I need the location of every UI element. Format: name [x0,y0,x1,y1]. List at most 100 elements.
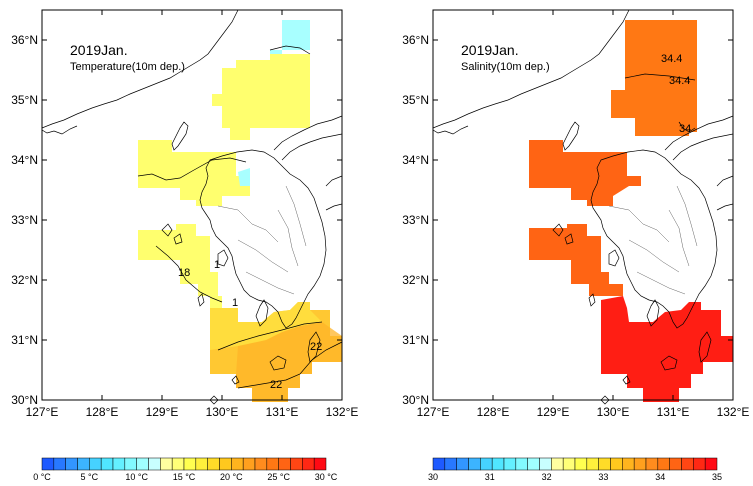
temp-map-frame [41,9,343,401]
sal-lat-label: 33°N [402,213,429,227]
sal-south-block [601,296,733,402]
temp-nw-block [138,140,250,206]
temp-colorbar-swatch [65,457,78,471]
sal-colorbar-swatch [480,457,493,471]
temp-colorbar-swatch [41,457,55,471]
temp-colorbar-swatch [254,457,268,471]
sal-prefecture-borders [608,185,698,295]
temp-colorbar-swatch [302,457,315,471]
sal-lat-label: 32°N [402,273,429,287]
temp-colorbar-label: 10 °C [125,472,148,482]
sal-colorbar-swatch [432,457,446,471]
salinity-contours [624,73,696,133]
temp-lat-label: 35°N [11,93,38,107]
temp-lat-label: 34°N [11,153,38,167]
sal-nw-block [529,140,641,206]
temperature-field [138,20,342,402]
temp-colorbar-swatch [266,457,279,471]
sal-lon-label: 128°E [477,405,510,419]
sal-colorbar-label: 33 [598,472,608,482]
sal-map-frame [432,9,734,401]
temp-colorbar-swatch [112,457,126,471]
sal-colorbar-label: 35 [712,472,722,482]
temp-colorbar-label: 30 °C [315,472,338,482]
temp-contour-label-1b: 1 [232,297,238,309]
sal-colorbar-swatch [645,457,659,471]
temp-contour-label-22b: 22 [270,379,282,391]
sal-colorbar-swatch [562,457,576,471]
sal-lon-label: 127°E [417,405,450,419]
sal-colorbar-swatch [574,457,588,471]
temp-lat-label: 36°N [11,33,38,47]
sal-lon-label: 131°E [657,405,690,419]
temp-cold-region [270,20,310,54]
temp-colorbar-swatch [100,457,114,471]
temp-colorbar-label: 15 °C [173,472,196,482]
temp-contour-label-18: 18 [178,267,190,279]
temp-colorbar-swatch [160,457,173,471]
sal-lon-label: 132°E [717,405,750,419]
sal-lon-label: 130°E [597,405,630,419]
temp-colorbar-swatch [89,457,102,471]
temp-lon-label: 127°E [26,405,59,419]
sal-lat-label: 36°N [402,33,429,47]
temp-colorbar-label: 5 °C [81,472,99,482]
temp-west-block [138,224,222,308]
salinity-panel: 34.4 34.4 34 2019Jan. Salinity(10m dep.) [432,9,734,405]
temp-lat-label: 30°N [11,393,38,407]
temp-colorbar-swatch [242,457,256,471]
temp-colorbar-swatch [219,457,232,471]
temp-lon-label: 130°E [206,405,239,419]
sal-lat-label: 34°N [402,153,429,167]
temp-colorbar-swatch [195,457,208,471]
temp-title-variable: Temperature(10m dep.) [70,61,185,73]
sal-title-date: 2019Jan. [461,42,519,58]
sal-colorbar-swatch [633,457,647,471]
temp-lat-label: 32°N [11,273,38,287]
temp-mid-band [210,302,322,350]
temp-colorbar-swatch [290,457,303,471]
axes-layer: 127°E 128°E 129°E 130°E 131°E 132°E36°N35°N34… [11,10,749,419]
temp-contour-label-22a: 22 [310,341,322,353]
sal-colorbar-label: 30 [428,472,438,482]
sal-colorbar-swatch [503,457,517,471]
sal-colorbar-swatch [586,457,599,471]
temp-colorbar-swatch [313,457,327,471]
temp-lon-label: 132°E [326,405,359,419]
sal-colorbar-swatch [657,457,670,471]
sal-lat-label: 31°N [402,333,429,347]
temp-south-warmer [236,322,342,402]
temp-lat-label: 33°N [11,213,38,227]
temp-contour-label-1a: 1 [214,259,220,271]
sal-colorbar-swatch [539,457,552,471]
sal-title-variable: Salinity(10m dep.) [461,61,550,73]
sal-colorbar-swatch [622,457,635,471]
temp-lon-label: 128°E [86,405,119,419]
temp-colorbar-swatch [136,457,149,471]
sal-colorbar-label: 31 [485,472,495,482]
temp-colorbar-swatch [171,457,185,471]
colorbars-layer: 0 °C 5 °C 10 °C 15 °C 20 °C 25 °C 30 °C 30 31 32 3… [33,457,722,482]
temp-colorbar-swatch [124,457,137,471]
sal-colorbar-label: 32 [542,472,552,482]
temp-colorbar-label: 0 °C [33,472,51,482]
temp-colorbar-swatch [278,457,291,471]
temperature-contours [137,45,343,389]
temp-cold-patch [238,168,250,186]
sal-colorbar-swatch [704,457,718,471]
sal-lat-label: 35°N [402,93,429,107]
temp-title-date: 2019Jan. [70,42,128,58]
temp-ne-block [212,54,310,140]
salinity-contour-labels: 34.4 34.4 34 [661,53,691,135]
temp-colorbar-swatch [231,457,244,471]
sal-colorbar-swatch [444,457,457,471]
sal-colorbar-swatch [468,457,481,471]
sal-colorbar-swatch [681,457,694,471]
sal-lon-label: 129°E [537,405,570,419]
temp-lon-label: 131°E [266,405,299,419]
temp-colorbar-swatch [53,457,66,471]
sal-colorbar-swatch [551,457,564,471]
sal-colorbar-swatch [456,457,469,471]
temp-colorbar-swatch [183,457,197,471]
